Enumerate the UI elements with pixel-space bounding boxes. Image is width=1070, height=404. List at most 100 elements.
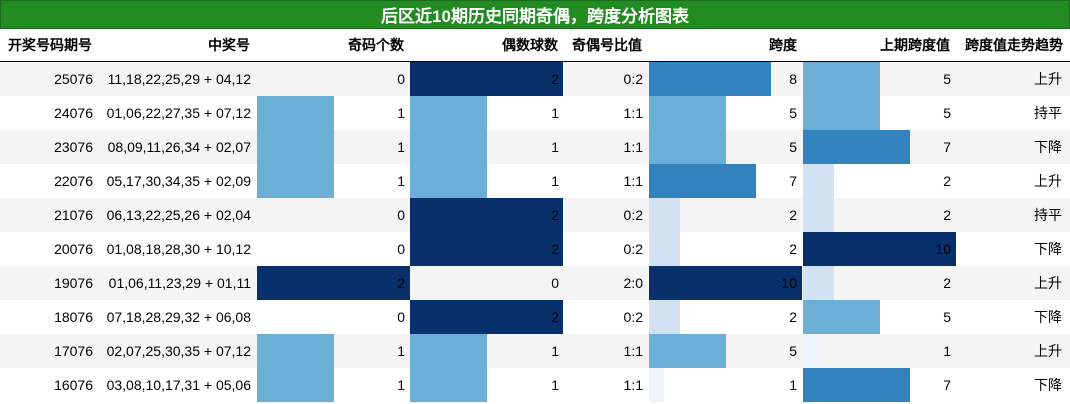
span-bar bbox=[649, 334, 726, 368]
prev-span-cell: 7 bbox=[943, 139, 951, 155]
prev-span-cell: 10 bbox=[935, 241, 951, 257]
issue-cell: 23076 bbox=[54, 139, 93, 155]
even-count-cell: 1 bbox=[551, 343, 559, 359]
even-count-bar bbox=[410, 334, 487, 368]
span-bar bbox=[649, 62, 771, 96]
odd-count-bar bbox=[257, 96, 334, 130]
numbers-cell: 03,08,10,17,31 + 05,06 bbox=[106, 377, 251, 393]
numbers-cell: 01,06,22,27,35 + 07,12 bbox=[106, 105, 251, 121]
prev-span-bar bbox=[803, 96, 880, 130]
trend-cell: 上升 bbox=[1034, 173, 1062, 189]
numbers-cell: 02,07,25,30,35 + 07,12 bbox=[106, 343, 251, 359]
issue-cell: 24076 bbox=[54, 105, 93, 121]
header-span: 跨度 bbox=[769, 37, 797, 53]
ratio-cell: 0:2 bbox=[623, 309, 643, 325]
ratio-cell: 1:1 bbox=[623, 105, 643, 121]
span-bar bbox=[649, 300, 680, 334]
even-count-bar bbox=[410, 198, 563, 232]
table-row: 17076 02,07,25,30,35 + 07,12 1 1 1:1 5 1 上升 bbox=[0, 334, 1070, 368]
odd-count-bar bbox=[257, 130, 334, 164]
issue-cell: 19076 bbox=[54, 275, 93, 291]
trend-cell: 持平 bbox=[1034, 207, 1062, 223]
prev-span-cell: 5 bbox=[943, 309, 951, 325]
span-cell: 5 bbox=[789, 139, 797, 155]
numbers-cell: 01,06,11,23,29 + 01,11 bbox=[108, 275, 251, 291]
odd-count-cell: 0 bbox=[397, 207, 405, 223]
prev-span-bar bbox=[803, 130, 910, 164]
table-row: 23076 08,09,11,26,34 + 02,07 1 1 1:1 5 7 下降 bbox=[0, 130, 1070, 164]
span-cell: 2 bbox=[789, 241, 797, 257]
header-ratio: 奇偶号比值 bbox=[572, 37, 642, 53]
even-count-bar bbox=[410, 164, 487, 198]
trend-cell: 下降 bbox=[1034, 377, 1062, 393]
even-count-cell: 1 bbox=[551, 139, 559, 155]
span-cell: 2 bbox=[789, 207, 797, 223]
trend-cell: 上升 bbox=[1034, 343, 1062, 359]
even-count-bar bbox=[410, 62, 563, 96]
even-count-cell: 2 bbox=[551, 241, 559, 257]
span-bar bbox=[649, 232, 680, 266]
ratio-cell: 1:1 bbox=[623, 343, 643, 359]
prev-span-cell: 2 bbox=[943, 275, 951, 291]
ratio-cell: 0:2 bbox=[623, 207, 643, 223]
issue-cell: 16076 bbox=[54, 377, 93, 393]
issue-cell: 20076 bbox=[54, 241, 93, 257]
odd-count-bar bbox=[257, 368, 334, 402]
table-row: 25076 11,18,22,25,29 + 04,12 0 2 0:2 8 5 上升 bbox=[0, 62, 1070, 96]
table-row: 16076 03,08,10,17,31 + 05,06 1 1 1:1 1 7 下降 bbox=[0, 368, 1070, 402]
prev-span-cell: 1 bbox=[943, 343, 951, 359]
trend-cell: 上升 bbox=[1034, 71, 1062, 87]
header-issue: 开奖号码期号 bbox=[8, 37, 92, 53]
even-count-bar bbox=[410, 130, 487, 164]
odd-count-bar bbox=[257, 164, 334, 198]
issue-cell: 17076 bbox=[54, 343, 93, 359]
table-row: 20076 01,08,18,28,30 + 10,12 0 2 0:2 2 10 下降 bbox=[0, 232, 1070, 266]
even-count-bar bbox=[410, 232, 563, 266]
table-row: 21076 06,13,22,25,26 + 02,04 0 2 0:2 2 2 持平 bbox=[0, 198, 1070, 232]
issue-cell: 25076 bbox=[54, 71, 93, 87]
prev-span-cell: 2 bbox=[943, 173, 951, 189]
span-bar bbox=[649, 96, 726, 130]
prev-span-bar bbox=[803, 164, 834, 198]
prev-span-cell: 5 bbox=[943, 105, 951, 121]
ratio-cell: 1:1 bbox=[623, 377, 643, 393]
odd-count-bar bbox=[257, 266, 410, 300]
prev-span-cell: 7 bbox=[943, 377, 951, 393]
ratio-cell: 2:0 bbox=[623, 275, 643, 291]
odd-count-cell: 1 bbox=[397, 173, 405, 189]
span-cell: 7 bbox=[789, 173, 797, 189]
issue-cell: 22076 bbox=[54, 173, 93, 189]
numbers-cell: 06,13,22,25,26 + 02,04 bbox=[106, 207, 251, 223]
odd-count-cell: 0 bbox=[397, 71, 405, 87]
span-cell: 8 bbox=[789, 71, 797, 87]
trend-cell: 上升 bbox=[1034, 275, 1062, 291]
trend-cell: 下降 bbox=[1034, 309, 1062, 325]
prev-span-bar bbox=[803, 232, 956, 266]
even-count-cell: 2 bbox=[551, 207, 559, 223]
span-cell: 10 bbox=[781, 275, 797, 291]
header-even-count: 偶数球数 bbox=[502, 37, 558, 53]
numbers-cell: 07,18,28,29,32 + 06,08 bbox=[106, 309, 251, 325]
table-body: 25076 11,18,22,25,29 + 04,12 0 2 0:2 8 5 上升 2407… bbox=[0, 62, 1070, 402]
even-count-bar bbox=[410, 96, 487, 130]
span-cell: 1 bbox=[789, 377, 797, 393]
trend-cell: 下降 bbox=[1034, 139, 1062, 155]
numbers-cell: 01,08,18,28,30 + 10,12 bbox=[106, 241, 251, 257]
issue-cell: 18076 bbox=[54, 309, 93, 325]
even-count-bar bbox=[410, 300, 563, 334]
prev-span-bar bbox=[803, 198, 834, 232]
odd-count-cell: 1 bbox=[397, 377, 405, 393]
odd-count-cell: 0 bbox=[397, 241, 405, 257]
table-row: 22076 05,17,30,34,35 + 02,09 1 1 1:1 7 2 上升 bbox=[0, 164, 1070, 198]
even-count-cell: 1 bbox=[551, 377, 559, 393]
even-count-cell: 2 bbox=[551, 309, 559, 325]
chart-title: 后区近10期历史同期奇偶，跨度分析图表 bbox=[0, 0, 1070, 29]
numbers-cell: 08,09,11,26,34 + 02,07 bbox=[107, 139, 251, 155]
odd-count-bar bbox=[257, 334, 334, 368]
table-row: 19076 01,06,11,23,29 + 01,11 2 0 2:0 10 2 上升 bbox=[0, 266, 1070, 300]
span-bar bbox=[649, 266, 802, 300]
prev-span-bar bbox=[803, 368, 910, 402]
numbers-cell: 05,17,30,34,35 + 02,09 bbox=[106, 173, 251, 189]
span-bar bbox=[649, 164, 756, 198]
even-count-cell: 0 bbox=[551, 275, 559, 291]
